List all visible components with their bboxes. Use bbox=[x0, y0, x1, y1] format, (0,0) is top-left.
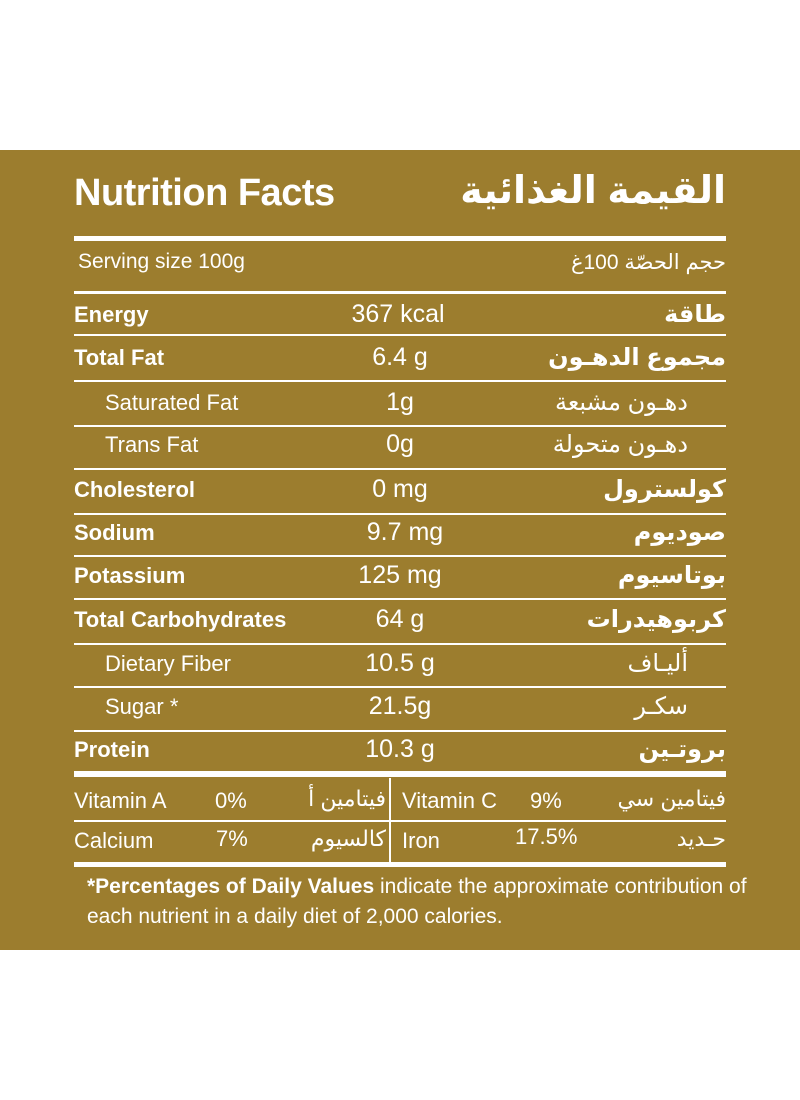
nutrient-name-ar-sugar: سكـر bbox=[634, 693, 688, 720]
nutrient-name-protein: Protein bbox=[74, 737, 150, 762]
nutrient-value-sugar: 21.5g bbox=[368, 692, 432, 720]
vitamin-c-label: Vitamin C bbox=[402, 788, 497, 813]
calcium-value: 7% bbox=[216, 826, 248, 851]
nutrient-value-total-fat: 6.4 g bbox=[372, 343, 428, 371]
divider bbox=[74, 468, 726, 470]
vitamin-a-label: Vitamin A bbox=[74, 788, 167, 813]
divider bbox=[74, 730, 726, 732]
nutrient-name-saturated-fat: Saturated Fat bbox=[105, 390, 239, 415]
nutrient-name-ar-potassium: بوتاسيوم bbox=[617, 562, 726, 589]
nutrient-value-dietary-fiber: 10.5 g bbox=[365, 649, 435, 677]
nutrient-value-sodium: 9.7 mg bbox=[366, 518, 444, 546]
nutrient-value-saturated-fat: 1g bbox=[386, 388, 414, 416]
divider bbox=[74, 291, 726, 294]
nutrient-name-sodium: Sodium bbox=[74, 520, 155, 545]
nutrient-name-ar-sodium: صوديوم bbox=[633, 519, 726, 546]
nutrient-value-total-carbohydrates: 64 g bbox=[375, 605, 425, 633]
divider bbox=[74, 686, 726, 688]
nutrient-name-dietary-fiber: Dietary Fiber bbox=[105, 651, 231, 676]
nutrient-value-energy: 367 kcal bbox=[351, 300, 445, 328]
divider bbox=[74, 598, 726, 600]
divider bbox=[74, 513, 726, 515]
divider bbox=[74, 380, 726, 382]
nutrient-name-energy: Energy bbox=[74, 302, 149, 327]
nutrient-name-total-fat: Total Fat bbox=[74, 345, 165, 370]
nutrition-panel bbox=[0, 150, 800, 950]
divider-thick bbox=[74, 236, 726, 241]
nutrient-value-trans-fat: 0g bbox=[386, 430, 414, 458]
vitamin-c-value: 9% bbox=[530, 788, 562, 813]
nutrient-name-ar-protein: بروتـين bbox=[638, 736, 726, 763]
nutrient-name-ar-saturated-fat: دهـون مشبعة bbox=[554, 389, 688, 416]
iron-value: 17.5% bbox=[515, 824, 578, 849]
divider bbox=[74, 555, 726, 557]
nutrient-name-sugar: Sugar * bbox=[105, 694, 179, 719]
divider bbox=[74, 334, 726, 336]
nutrient-name-total-carbohydrates: Total Carbohydrates bbox=[74, 607, 287, 632]
nutrient-name-cholesterol: Cholesterol bbox=[74, 477, 196, 502]
iron-label: Iron bbox=[402, 828, 440, 853]
nutrient-name-ar-energy: طاقة bbox=[664, 301, 726, 328]
daily-values-footnote: *Percentages of Daily Values indicate th… bbox=[87, 872, 747, 932]
iron-label-ar: حـديد bbox=[676, 826, 726, 851]
divider bbox=[74, 643, 726, 645]
nutrient-name-ar-cholesterol: كولسترول bbox=[603, 476, 726, 503]
nutrient-name-ar-dietary-fiber: أليـاف bbox=[627, 650, 688, 677]
footnote-bold: *Percentages of Daily Values bbox=[87, 875, 375, 898]
serving-size-english: Serving size 100g bbox=[78, 250, 245, 273]
title-english: Nutrition Facts bbox=[74, 172, 335, 214]
serving-size-arabic: حجم الحصّة 100غ bbox=[570, 251, 726, 274]
nutrient-name-potassium: Potassium bbox=[74, 563, 186, 588]
nutrient-name-ar-trans-fat: دهـون متحولة bbox=[552, 431, 688, 458]
divider bbox=[74, 820, 726, 822]
divider bbox=[74, 425, 726, 427]
title-arabic: القيمة الغذائية bbox=[460, 170, 726, 212]
vitamin-a-label-ar: فيتامين أ bbox=[308, 786, 386, 811]
nutrient-name-trans-fat: Trans Fat bbox=[105, 432, 199, 457]
divider-thick bbox=[74, 771, 726, 777]
vitamin-a-value: 0% bbox=[215, 788, 247, 813]
calcium-label: Calcium bbox=[74, 828, 154, 853]
divider-thick bbox=[74, 862, 726, 867]
nutrient-value-cholesterol: 0 mg bbox=[372, 475, 428, 503]
nutrient-value-protein: 10.3 g bbox=[365, 735, 435, 763]
calcium-label-ar: كالسيوم bbox=[310, 826, 386, 851]
nutrient-name-ar-total-carbohydrates: كربوهيدرات bbox=[586, 606, 726, 633]
vitamin-c-label-ar: فيتامين سي bbox=[617, 786, 726, 811]
nutrient-value-potassium: 125 mg bbox=[358, 561, 442, 589]
nutrient-name-ar-total-fat: مجموع الدهـون bbox=[548, 344, 726, 371]
footnote-text: indicate the approximate contribution of… bbox=[87, 875, 747, 928]
